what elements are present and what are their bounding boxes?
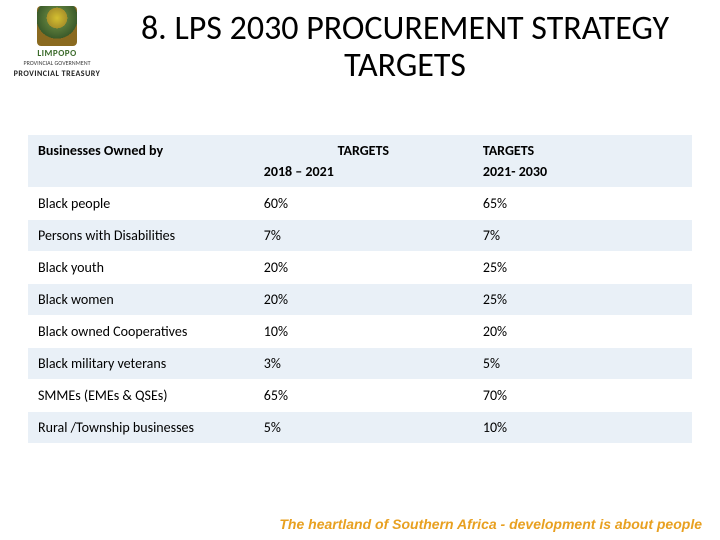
row-target-2: 70%	[473, 380, 692, 412]
table-row: Black military veterans3%5%	[28, 348, 692, 380]
targets-table: Businesses Owned by TARGETS TARGETS 2018…	[28, 135, 692, 444]
header-targets-2: TARGETS	[473, 135, 692, 159]
logo-limpopo: LIMPOPO	[12, 48, 102, 59]
row-target-2: 25%	[473, 284, 692, 316]
header-period-2: 2021- 2030	[473, 159, 692, 188]
row-target-1: 20%	[254, 252, 473, 284]
table-row: Black owned Cooperatives10%20%	[28, 316, 692, 348]
row-label: Rural /Township businesses	[28, 412, 254, 444]
header-targets-1: TARGETS	[254, 135, 473, 159]
header-owner: Businesses Owned by	[28, 135, 254, 188]
table-row: Black people60%65%	[28, 188, 692, 220]
logo-provincial: PROVINCIAL GOVERNMENT	[12, 59, 102, 67]
header-period-1: 2018 – 2021	[254, 159, 473, 188]
row-target-1: 5%	[254, 412, 473, 444]
slide-title: 8. LPS 2030 PROCUREMENT STRATEGY TARGETS	[120, 10, 690, 85]
row-target-2: 20%	[473, 316, 692, 348]
row-target-2: 7%	[473, 220, 692, 252]
row-target-1: 10%	[254, 316, 473, 348]
targets-table-wrap: Businesses Owned by TARGETS TARGETS 2018…	[28, 135, 692, 444]
row-label: Black owned Cooperatives	[28, 316, 254, 348]
row-target-1: 20%	[254, 284, 473, 316]
table-row: SMMEs (EMEs & QSEs)65%70%	[28, 380, 692, 412]
table-row: Rural /Township businesses5%10%	[28, 412, 692, 444]
logo-block: LIMPOPO PROVINCIAL GOVERNMENT PROVINCIAL…	[12, 6, 102, 79]
row-label: Persons with Disabilities	[28, 220, 254, 252]
table-body: Black people60%65%Persons with Disabilit…	[28, 188, 692, 444]
row-label: SMMEs (EMEs & QSEs)	[28, 380, 254, 412]
footer-tagline: The heartland of Southern Africa - devel…	[0, 516, 720, 532]
crest-icon	[37, 6, 77, 46]
row-target-2: 10%	[473, 412, 692, 444]
row-target-2: 5%	[473, 348, 692, 380]
row-target-1: 60%	[254, 188, 473, 220]
table-row: Black youth20%25%	[28, 252, 692, 284]
table-row: Persons with Disabilities7%7%	[28, 220, 692, 252]
row-label: Black youth	[28, 252, 254, 284]
row-target-2: 25%	[473, 252, 692, 284]
table-row: Black women20%25%	[28, 284, 692, 316]
row-label: Black military veterans	[28, 348, 254, 380]
row-label: Black people	[28, 188, 254, 220]
row-target-1: 3%	[254, 348, 473, 380]
row-target-2: 65%	[473, 188, 692, 220]
logo-treasury: PROVINCIAL TREASURY	[12, 69, 102, 79]
row-label: Black women	[28, 284, 254, 316]
row-target-1: 7%	[254, 220, 473, 252]
row-target-1: 65%	[254, 380, 473, 412]
